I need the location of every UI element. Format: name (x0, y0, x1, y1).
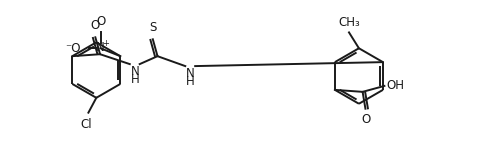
Text: S: S (149, 21, 156, 34)
Text: O: O (361, 113, 370, 126)
Text: H: H (131, 73, 140, 86)
Text: OH: OH (386, 79, 405, 92)
Text: N: N (186, 67, 195, 80)
Text: CH₃: CH₃ (338, 16, 360, 29)
Text: O: O (90, 19, 100, 32)
Text: +: + (102, 39, 109, 48)
Text: ⁻O: ⁻O (65, 42, 81, 55)
Text: N: N (131, 65, 140, 78)
Text: H: H (186, 75, 195, 88)
Text: N: N (96, 41, 105, 54)
Text: O: O (96, 16, 105, 28)
Text: Cl: Cl (81, 118, 92, 131)
